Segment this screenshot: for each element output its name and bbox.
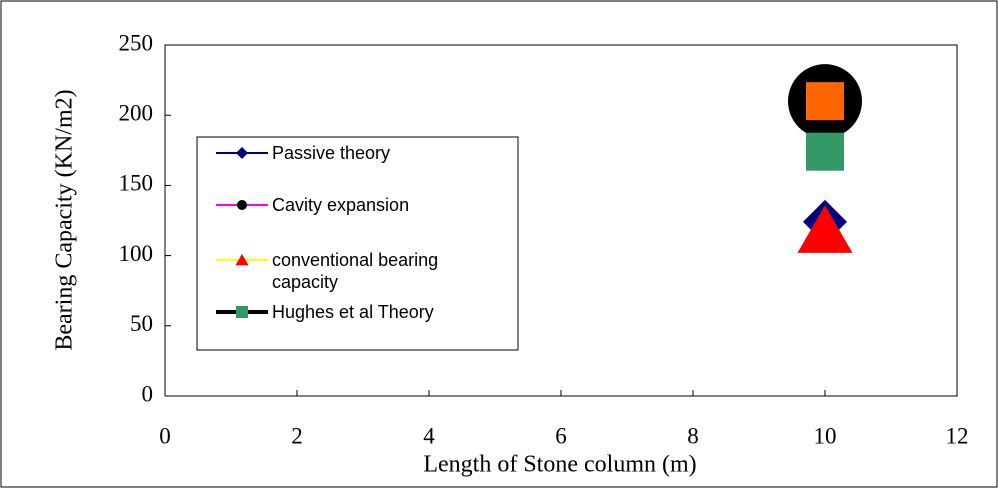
legend-label: Hughes et al Theory: [272, 302, 434, 322]
y-tick-label: 250: [119, 30, 154, 55]
legend-entry: Passive theory: [272, 143, 391, 163]
y-tick-label: 50: [130, 311, 153, 336]
legend: [196, 136, 519, 351]
legend-entry: Cavity expansion: [272, 195, 410, 215]
legend-label: Cavity expansion: [272, 195, 410, 215]
x-tick-label: 10: [814, 423, 837, 448]
legend-entry: conventional bearing capacity: [272, 250, 439, 292]
marker: [797, 205, 853, 253]
y-tick-label: 0: [142, 381, 154, 406]
y-tick-label: 150: [119, 171, 154, 196]
marker: [806, 82, 844, 121]
legend-label: conventional bearing capacity: [272, 250, 439, 292]
y-tick-label: 200: [119, 100, 154, 125]
marker: [235, 254, 249, 266]
marker: [237, 200, 247, 210]
marker: [236, 147, 248, 159]
marker: [236, 306, 248, 318]
x-tick-label: 6: [555, 423, 567, 448]
x-tick-label: 12: [946, 423, 969, 448]
marker: [806, 132, 844, 171]
y-tick-label: 100: [119, 241, 154, 266]
y-axis-label: Bearing Capacity (KN/m2): [52, 89, 78, 350]
x-tick-label: 2: [291, 423, 303, 448]
x-tick-label: 8: [687, 423, 699, 448]
x-axis-label: Length of Stone column (m): [423, 452, 696, 478]
legend-entry: Hughes et al Theory: [272, 302, 434, 322]
legend-label: Passive theory: [272, 143, 391, 163]
x-tick-label: 4: [423, 423, 435, 448]
x-tick-label: 0: [159, 423, 171, 448]
